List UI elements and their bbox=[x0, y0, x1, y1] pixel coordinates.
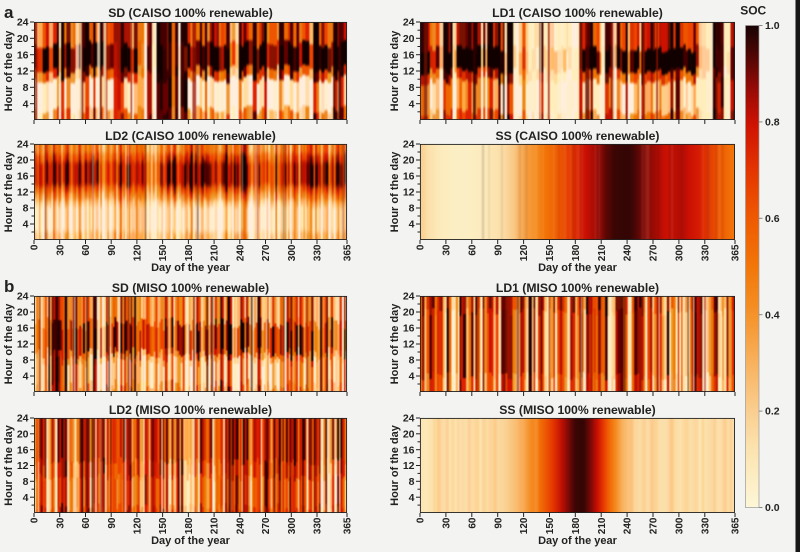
svg-text:300: 300 bbox=[287, 244, 298, 261]
svg-text:300: 300 bbox=[675, 244, 686, 261]
svg-text:240: 240 bbox=[235, 244, 246, 261]
svg-text:12: 12 bbox=[17, 339, 29, 351]
svg-text:180: 180 bbox=[184, 244, 195, 261]
svg-text:240: 240 bbox=[623, 244, 634, 261]
svg-text:16: 16 bbox=[17, 49, 29, 61]
svg-text:30: 30 bbox=[442, 244, 453, 256]
svg-text:150: 150 bbox=[545, 244, 556, 261]
svg-text:8: 8 bbox=[409, 203, 415, 215]
svg-text:16: 16 bbox=[403, 49, 415, 61]
svg-text:60: 60 bbox=[467, 244, 478, 256]
svg-text:16: 16 bbox=[17, 171, 29, 183]
svg-text:270: 270 bbox=[649, 244, 660, 261]
svg-text:20: 20 bbox=[403, 33, 415, 45]
svg-text:4: 4 bbox=[409, 219, 415, 231]
svg-text:4: 4 bbox=[23, 98, 29, 110]
svg-text:120: 120 bbox=[519, 244, 530, 261]
svg-text:8: 8 bbox=[23, 203, 29, 215]
svg-text:330: 330 bbox=[313, 244, 324, 261]
svg-text:24: 24 bbox=[17, 139, 29, 151]
svg-text:20: 20 bbox=[17, 33, 29, 45]
svg-text:4: 4 bbox=[23, 219, 29, 231]
svg-text:180: 180 bbox=[571, 244, 582, 261]
svg-text:20: 20 bbox=[17, 307, 29, 319]
svg-text:24: 24 bbox=[17, 17, 29, 29]
svg-text:30: 30 bbox=[55, 244, 66, 256]
svg-text:24: 24 bbox=[403, 17, 415, 29]
svg-text:8: 8 bbox=[23, 82, 29, 94]
svg-text:150: 150 bbox=[158, 244, 169, 261]
svg-text:24: 24 bbox=[403, 139, 415, 151]
svg-text:270: 270 bbox=[261, 244, 272, 261]
svg-text:90: 90 bbox=[107, 244, 118, 256]
svg-text:330: 330 bbox=[700, 244, 711, 261]
svg-text:16: 16 bbox=[403, 171, 415, 183]
svg-text:210: 210 bbox=[597, 244, 608, 261]
svg-text:365: 365 bbox=[731, 244, 742, 261]
svg-text:12: 12 bbox=[403, 187, 415, 199]
svg-text:0: 0 bbox=[416, 244, 427, 250]
svg-text:20: 20 bbox=[17, 155, 29, 167]
svg-text:120: 120 bbox=[133, 244, 144, 261]
svg-text:8: 8 bbox=[409, 355, 415, 367]
svg-text:90: 90 bbox=[493, 244, 504, 256]
svg-text:8: 8 bbox=[23, 355, 29, 367]
svg-text:4: 4 bbox=[409, 98, 415, 110]
svg-text:16: 16 bbox=[17, 323, 29, 335]
svg-text:12: 12 bbox=[17, 187, 29, 199]
svg-text:4: 4 bbox=[23, 371, 29, 383]
svg-text:12: 12 bbox=[403, 66, 415, 78]
svg-text:210: 210 bbox=[210, 244, 221, 261]
svg-text:4: 4 bbox=[409, 371, 415, 383]
svg-text:365: 365 bbox=[343, 244, 354, 261]
svg-text:12: 12 bbox=[17, 66, 29, 78]
svg-text:0: 0 bbox=[30, 244, 41, 250]
svg-text:20: 20 bbox=[403, 155, 415, 167]
svg-text:16: 16 bbox=[403, 323, 415, 335]
svg-text:20: 20 bbox=[403, 307, 415, 319]
svg-text:12: 12 bbox=[403, 339, 415, 351]
svg-text:8: 8 bbox=[409, 82, 415, 94]
svg-text:60: 60 bbox=[81, 244, 92, 256]
svg-text:24: 24 bbox=[17, 291, 29, 303]
